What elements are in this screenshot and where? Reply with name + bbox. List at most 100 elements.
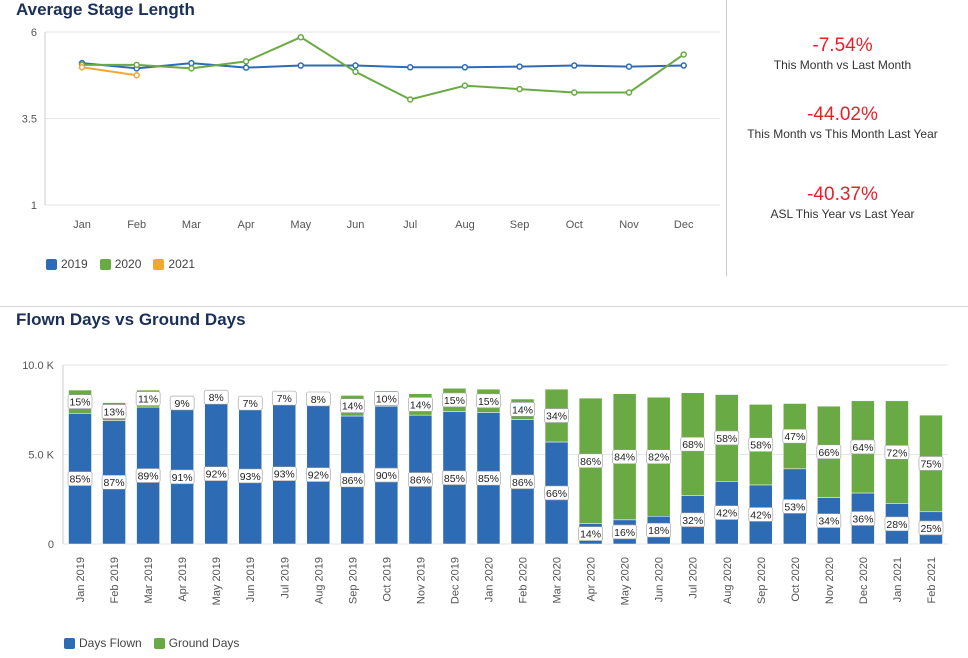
legend-item-2019[interactable]: 2019 [46, 257, 88, 271]
x-tick-label: Jul 2019 [279, 557, 291, 599]
data-label-box [135, 468, 161, 483]
data-label-box [408, 397, 433, 412]
data-label-box [782, 428, 808, 444]
series-line-2020 [82, 36, 685, 101]
data-label-box [884, 516, 910, 532]
data-label-box [782, 499, 808, 514]
x-tick-label: Jul 2020 [688, 557, 700, 599]
data-point [242, 58, 250, 65]
data-label-days-flown: 85% [478, 473, 499, 485]
x-tick-label: Mar [182, 219, 201, 231]
x-tick-label: Aug 2019 [313, 557, 325, 604]
data-label-box [271, 466, 297, 482]
x-tick-label: Feb 2021 [926, 557, 938, 603]
data-label-box [101, 474, 127, 490]
kpi-value: -40.37% [807, 184, 878, 205]
data-label-days-flown: 89% [138, 471, 159, 483]
data-label-days-flown: 36% [852, 513, 873, 525]
x-tick-label: Feb 2020 [518, 557, 530, 603]
x-tick-label: Nov 2019 [415, 557, 427, 604]
data-label-box [135, 391, 161, 406]
legend-swatch [99, 258, 111, 270]
data-label-box [578, 453, 603, 469]
series-line-2021 [81, 66, 137, 77]
data-label-ground-days: 7% [243, 398, 258, 410]
data-label-box [271, 390, 297, 406]
legend-label: Ground Days [168, 636, 240, 650]
data-label-ground-days: 15% [70, 397, 91, 409]
data-point [516, 63, 523, 70]
data-label-days-flown: 86% [342, 475, 363, 487]
legend-item-2020[interactable]: 2020 [99, 257, 141, 271]
data-label-box [476, 393, 501, 409]
x-tick-label: May 2019 [211, 557, 223, 605]
data-label-ground-days: 14% [342, 401, 363, 413]
x-tick-label: Apr 2020 [586, 557, 598, 602]
data-label-box [305, 467, 331, 482]
data-label-ground-days: 64% [852, 442, 873, 454]
data-label-box [850, 439, 876, 455]
data-point [78, 64, 86, 71]
data-point [242, 64, 250, 71]
line-chart-title: Average Stage Length [16, 0, 195, 19]
data-point [406, 96, 414, 103]
x-tick-label: Aug [455, 219, 475, 231]
kpi-value: -7.54% [812, 35, 873, 56]
legend-item-days-flown[interactable]: Days Flown [64, 636, 142, 650]
data-label-ground-days: 58% [716, 433, 737, 445]
data-point [680, 51, 687, 58]
data-label-box [203, 389, 229, 405]
data-label-days-flown: 86% [410, 475, 431, 487]
x-tick-label: Sep 2019 [347, 557, 359, 604]
data-label-box [237, 395, 263, 411]
data-label-box [203, 466, 229, 482]
data-label-box [714, 430, 740, 446]
data-label-ground-days: 14% [410, 399, 431, 411]
data-point [406, 64, 414, 71]
data-label-days-flown: 92% [206, 469, 227, 481]
data-label-ground-days: 7% [277, 393, 292, 405]
kpi-label: This Month vs This Month Last Year [747, 127, 938, 141]
legend-swatch [46, 258, 57, 270]
x-tick-label: Nov [619, 219, 639, 231]
kpi-value: -44.02% [807, 104, 878, 125]
data-label-days-flown: 93% [274, 469, 295, 481]
legend-swatch [153, 258, 165, 270]
x-tick-label: Mar 2019 [143, 557, 155, 603]
data-label-box [748, 437, 774, 452]
x-tick-label: Dec 2020 [858, 557, 870, 604]
bar-chart-title: Flown Days vs Ground Days [16, 310, 246, 329]
data-label-ground-days: 47% [784, 431, 805, 443]
data-label-box [305, 391, 331, 407]
data-label-box [101, 404, 127, 419]
data-label-ground-days: 34% [546, 411, 567, 423]
data-label-days-flown: 85% [70, 474, 91, 486]
data-label-box [816, 513, 842, 529]
data-point [133, 61, 140, 69]
data-label-box [442, 470, 467, 486]
data-label-box [408, 472, 433, 487]
x-tick-label: Sep [510, 219, 530, 231]
data-label-days-flown: 87% [104, 477, 125, 489]
legend-item-2021[interactable]: 2021 [153, 257, 195, 271]
x-tick-label: Jun 2020 [654, 557, 666, 602]
x-tick-label: Nov 2020 [824, 557, 836, 604]
data-label-ground-days: 15% [444, 395, 465, 407]
data-label-box [578, 526, 603, 542]
kpi-label: This Month vs Last Month [773, 58, 912, 72]
y-tick-label: 0 [48, 539, 54, 551]
y-tick-label: 3.5 [22, 114, 37, 126]
data-label-ground-days: 82% [648, 452, 669, 464]
data-label-ground-days: 14% [512, 404, 533, 416]
x-tick-label: Dec 2019 [449, 557, 461, 604]
legend-item-ground-days[interactable]: Ground Days [153, 636, 240, 650]
data-label-days-flown: 18% [648, 525, 669, 537]
data-label-ground-days: 13% [104, 407, 125, 419]
x-tick-label: Jan 2020 [483, 557, 495, 602]
data-point [352, 68, 359, 76]
data-point [516, 85, 523, 93]
data-label-box [884, 444, 910, 460]
data-label-days-flown: 91% [172, 472, 193, 484]
x-tick-label: Aug 2020 [722, 557, 734, 604]
data-label-days-flown: 86% [512, 477, 533, 489]
